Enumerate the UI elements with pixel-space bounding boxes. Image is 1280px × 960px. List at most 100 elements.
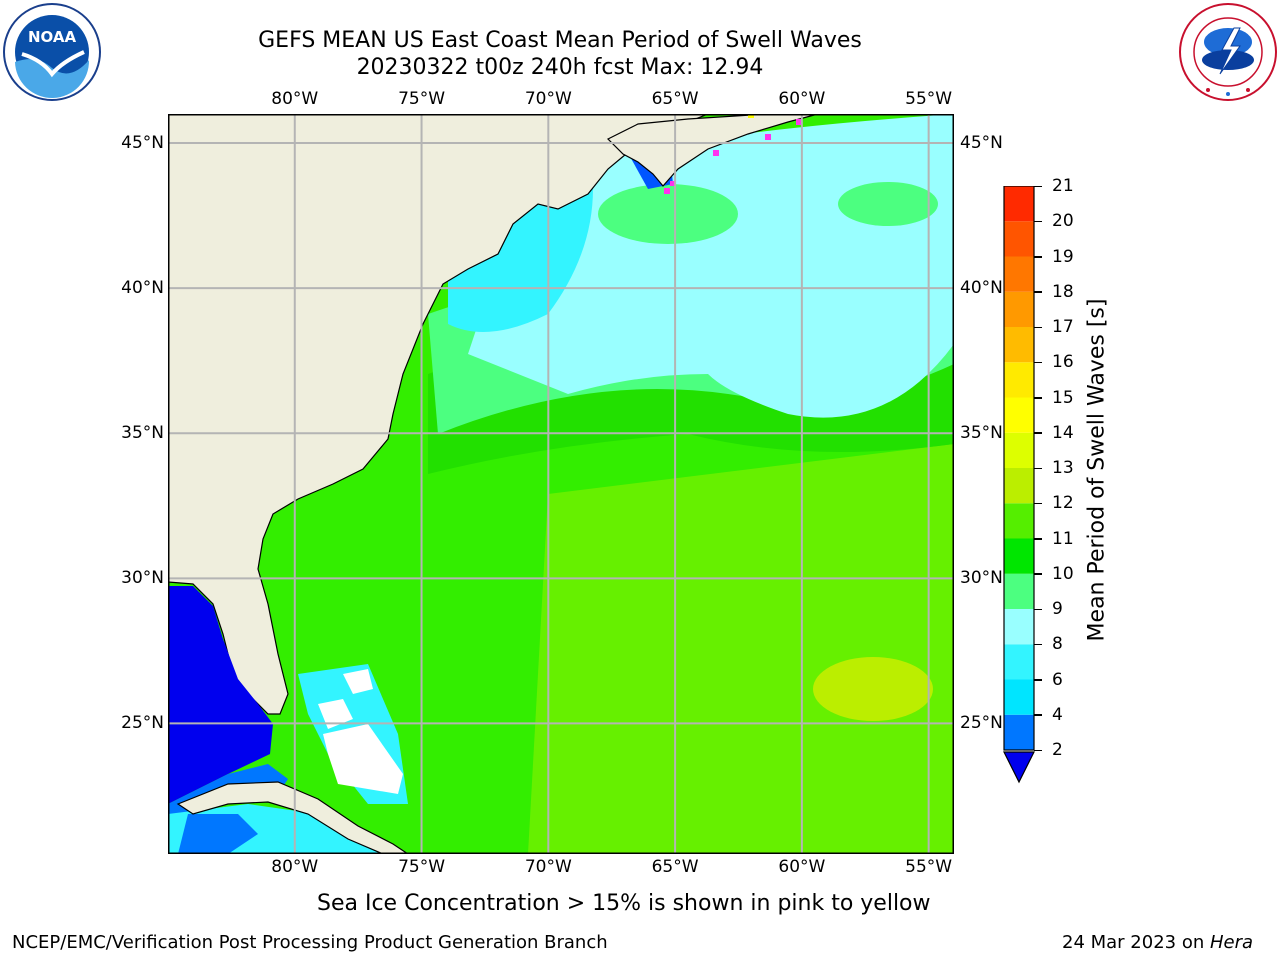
colorbar-swatch [1004, 397, 1034, 433]
colorbar-tick-label: 21 [1052, 176, 1074, 196]
colorbar-tick-mark [1034, 256, 1042, 258]
colorbar-tick-mark [1034, 714, 1042, 716]
colorbar-swatch [1004, 327, 1034, 363]
lon-tick-label-top: 55°W [905, 89, 953, 109]
lat-tick-label-left: 35°N [121, 423, 164, 444]
lat-tick-label-left: 45°N [121, 133, 164, 154]
lon-tick-label-bottom: 65°W [651, 857, 699, 877]
colorbar-swatch [1004, 221, 1034, 257]
lon-tick-label-bottom: 55°W [905, 857, 953, 877]
colorbar-swatch [1004, 609, 1034, 645]
lat-tick-label-right: 35°N [960, 423, 1003, 444]
swell-patch [838, 182, 938, 226]
colorbar-tick-label: 9 [1052, 599, 1063, 619]
lon-tick-label-top: 65°W [651, 89, 699, 109]
colorbar-tick-mark [1034, 749, 1042, 751]
caribbean-field-deep [178, 814, 258, 854]
map-frame [168, 114, 954, 854]
colorbar-tick-mark [1034, 361, 1042, 364]
lat-tick-label-left: 25°N [121, 713, 164, 734]
colorbar-tick-label: 10 [1052, 563, 1074, 584]
colorbar-swatch [1004, 679, 1034, 715]
sea-ice-marker [748, 114, 754, 118]
colorbar-tick-mark [1034, 397, 1042, 399]
colorbar-tick-mark [1034, 573, 1042, 575]
lon-tick-label-bottom: 75°W [398, 857, 446, 877]
colorbar [1003, 186, 1035, 784]
map-subtitle: 20230322 t00z 240h fcst Max: 12.94 [356, 55, 764, 80]
colorbar-tick-label: 6 [1052, 669, 1063, 690]
swell-max-zone [813, 657, 933, 721]
colorbar-tick-label: 16 [1052, 352, 1074, 373]
sea-ice-marker [670, 181, 675, 186]
lat-tick-label-right: 30°N [960, 568, 1003, 589]
map-panel [168, 114, 954, 854]
colorbar-tick-mark [1034, 538, 1042, 540]
colorbar-tick-label: 19 [1052, 246, 1074, 267]
colorbar-extend-min [1003, 751, 1035, 784]
lat-tick-label-right: 40°N [960, 278, 1003, 299]
lon-tick-label-top: 75°W [398, 89, 446, 109]
bahamas-bank [318, 699, 353, 729]
nws-logo [1179, 3, 1277, 101]
lon-tick-label-top: 80°W [271, 89, 319, 109]
sea-ice-note: Sea Ice Concentration > 15% is shown in … [317, 891, 931, 916]
lat-tick-label-left: 30°N [121, 568, 164, 589]
colorbar-swatch [1004, 468, 1034, 504]
colorbar-tick-mark [1034, 432, 1042, 434]
footer-date: 24 Mar 2023 on Hera [1062, 932, 1253, 954]
footer-credit: NCEP/EMC/Verification Post Processing Pr… [12, 932, 608, 953]
colorbar-tick-label: 15 [1052, 387, 1074, 408]
colorbar-tick-mark [1034, 502, 1042, 505]
map-grid [168, 114, 954, 854]
footer-date-text: 24 Mar 2023 on [1062, 932, 1210, 953]
colorbar-swatch [1004, 432, 1034, 468]
noaa-logo: NOAA [3, 3, 101, 101]
colorbar-tick-mark [1034, 467, 1042, 469]
colorbar-label: Mean Period of Swell Waves [s] [1084, 298, 1110, 642]
colorbar-tick-mark [1034, 220, 1042, 223]
colorbar-tick-label: 2 [1052, 740, 1063, 760]
colorbar-tick-mark [1034, 326, 1042, 328]
sea-ice-marker [713, 150, 719, 156]
bahamas-bank [323, 724, 403, 794]
colorbar-tick-label: 12 [1052, 493, 1074, 514]
lon-tick-label-bottom: 70°W [524, 857, 572, 877]
colorbar-tick-label: 14 [1052, 422, 1074, 443]
lat-tick-label-left: 40°N [121, 278, 164, 299]
lat-tick-label-right: 25°N [960, 713, 1003, 734]
footer-host: Hera [1209, 932, 1254, 953]
map-title: GEFS MEAN US East Coast Mean Period of S… [258, 28, 862, 53]
swell-zone-11-12 [528, 444, 954, 854]
colorbar-swatch [1004, 644, 1034, 680]
colorbar-swatch [1004, 256, 1034, 292]
colorbar-swatch [1004, 362, 1034, 398]
colorbar-tick-mark [1034, 643, 1042, 646]
colorbar-swatch [1004, 538, 1034, 574]
sea-ice-marker [765, 134, 771, 140]
lon-tick-label-bottom: 60°W [778, 857, 826, 877]
colorbar-tick-mark [1034, 185, 1042, 187]
gulf-of-mexico-field [168, 586, 273, 804]
colorbar-tick-label: 13 [1052, 458, 1074, 478]
colorbar-tick-label: 18 [1052, 281, 1074, 302]
colorbar-tick-label: 4 [1052, 704, 1063, 725]
colorbar-swatch [1004, 186, 1034, 222]
lon-tick-label-top: 60°W [778, 89, 826, 109]
sea-ice-marker [796, 119, 802, 125]
noaa-logo-text: NOAA [28, 28, 77, 46]
colorbar-swatch [1004, 714, 1034, 750]
colorbar-tick-mark [1034, 608, 1042, 610]
lon-tick-label-bottom: 80°W [271, 857, 319, 877]
colorbar-tick-mark [1034, 679, 1042, 681]
colorbar-swatch [1004, 503, 1034, 539]
sea-ice-marker [664, 188, 670, 194]
colorbar-tick-mark [1034, 291, 1042, 293]
land-cuba [176, 781, 410, 854]
colorbar-tick-label: 17 [1052, 317, 1074, 337]
lon-tick-label-top: 70°W [524, 89, 572, 109]
bahamas-bank [343, 669, 373, 694]
land-nova-scotia [606, 114, 819, 187]
colorbar-tick-label: 20 [1052, 211, 1074, 232]
colorbar-swatch [1004, 573, 1034, 609]
